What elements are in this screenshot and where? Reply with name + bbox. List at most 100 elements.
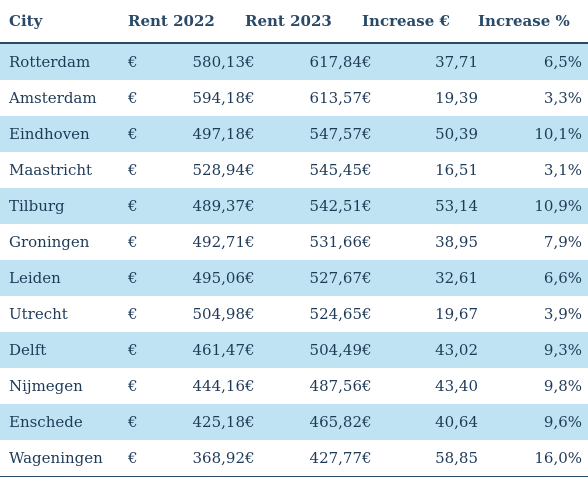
cell-rent-2023: 531,66 bbox=[309, 233, 363, 251]
cell-increase-pct: 3,1% bbox=[543, 161, 583, 179]
cell-rent-2023: 613,57 bbox=[309, 89, 363, 107]
cell-rent-2022: 444,16 bbox=[192, 377, 246, 395]
cell-city: Rotterdam bbox=[0, 43, 128, 80]
currency-symbol-2022: € bbox=[128, 377, 138, 395]
cell-increase-eur: 43,02 bbox=[376, 332, 479, 368]
currency-symbol-2022: € bbox=[128, 43, 142, 80]
cell-rent-2023: 617,84 bbox=[259, 43, 363, 80]
currency-symbol-2022: € bbox=[128, 260, 142, 296]
currency-symbol-2022: € bbox=[128, 233, 138, 251]
currency-symbol-increase: € bbox=[362, 188, 377, 224]
cell-rent-2023: 524,65 bbox=[309, 305, 363, 323]
currency-symbol-2022: € bbox=[128, 305, 138, 323]
currency-symbol-increase: € bbox=[362, 161, 372, 179]
currency-symbol-2023: € bbox=[245, 260, 260, 296]
currency-symbol-2023: € bbox=[245, 305, 255, 323]
cell-increase-eur: 58,85 bbox=[376, 440, 479, 477]
cell-rent-2022: 368,92 bbox=[142, 440, 246, 477]
currency-symbol-2022: € bbox=[128, 440, 142, 477]
currency-symbol-2023: € bbox=[245, 43, 260, 80]
cell-city: Tilburg bbox=[0, 188, 128, 224]
cell-rent-2023: 547,57 bbox=[259, 116, 363, 152]
cell-increase-eur: 53,14 bbox=[376, 188, 479, 224]
currency-symbol-2022: € bbox=[128, 404, 142, 440]
header-city: City bbox=[0, 0, 128, 44]
currency-symbol-2023: € bbox=[245, 116, 260, 152]
cell-increase-pct: 6,5% bbox=[478, 43, 588, 80]
cell-increase-pct: 9,3% bbox=[478, 332, 588, 368]
table-row: Utrecht €504,98 €524,65 €19,67 3,9% bbox=[0, 296, 588, 332]
table-row: Leiden €495,06 €527,67 €32,61 6,6% bbox=[0, 260, 588, 296]
header-rent-2022: Rent 2022 bbox=[128, 0, 246, 44]
cell-rent-2023: 465,82 bbox=[259, 404, 363, 440]
table-row: Delft €461,47 €504,49 €43,02 9,3% bbox=[0, 332, 588, 368]
cell-city: Leiden bbox=[0, 260, 128, 296]
currency-symbol-2022: € bbox=[128, 188, 142, 224]
currency-symbol-2023: € bbox=[245, 377, 255, 395]
cell-rent-2022: 492,71 bbox=[192, 233, 246, 251]
cell-increase-eur: 16,51 bbox=[435, 161, 479, 179]
currency-symbol-2022: € bbox=[128, 116, 142, 152]
table-row: Wageningen €368,92 €427,77 €58,85 16,0% bbox=[0, 440, 588, 477]
cell-rent-2022: 495,06 bbox=[142, 260, 246, 296]
cell-city: Delft bbox=[0, 332, 128, 368]
cell-city: Groningen bbox=[9, 233, 90, 251]
cell-rent-2022: 425,18 bbox=[142, 404, 246, 440]
cell-increase-pct: 3,9% bbox=[543, 305, 583, 323]
cell-increase-eur: 40,64 bbox=[376, 404, 479, 440]
cell-increase-eur: 19,39 bbox=[435, 89, 479, 107]
cell-increase-pct: 9,6% bbox=[478, 404, 588, 440]
currency-symbol-increase: € bbox=[362, 233, 372, 251]
currency-symbol-increase: € bbox=[362, 440, 377, 477]
cell-rent-2022: 528,94 bbox=[192, 161, 246, 179]
cell-rent-2023: 545,45 bbox=[309, 161, 363, 179]
table-body: Rotterdam €580,13 €617,84 €37,71 6,5% Amsterd… bbox=[0, 43, 588, 477]
table-row: Tilburg €489,37 €542,51 €53,14 10,9% bbox=[0, 188, 588, 224]
header-increase-eur: Increase € bbox=[362, 0, 479, 44]
cell-increase-eur: 50,39 bbox=[376, 116, 479, 152]
cell-increase-eur: 32,61 bbox=[376, 260, 479, 296]
currency-symbol-increase: € bbox=[362, 116, 377, 152]
cell-rent-2022: 497,18 bbox=[142, 116, 246, 152]
currency-symbol-2023: € bbox=[245, 332, 260, 368]
table-row: Enschede €425,18 €465,82 €40,64 9,6% bbox=[0, 404, 588, 440]
currency-symbol-2022: € bbox=[128, 89, 138, 107]
header-increase-pct: Increase % bbox=[478, 0, 588, 44]
currency-symbol-increase: € bbox=[362, 89, 372, 107]
cell-rent-2022: 461,47 bbox=[142, 332, 246, 368]
table-row: Groningen €492,71 €531,66 €38,95 7,9% bbox=[0, 224, 588, 260]
cell-rent-2023: 527,67 bbox=[259, 260, 363, 296]
table-header: City Rent 2022 Rent 2023 Increase € Incr… bbox=[0, 0, 588, 44]
currency-symbol-increase: € bbox=[362, 43, 377, 80]
header-row: City Rent 2022 Rent 2023 Increase € Incr… bbox=[0, 0, 588, 44]
table-row: Rotterdam €580,13 €617,84 €37,71 6,5% bbox=[0, 43, 588, 80]
cell-increase-pct: 3,3% bbox=[543, 89, 583, 107]
currency-symbol-increase: € bbox=[362, 404, 377, 440]
cell-city: Wageningen bbox=[0, 440, 128, 477]
currency-symbol-2023: € bbox=[245, 161, 255, 179]
currency-symbol-2023: € bbox=[245, 89, 255, 107]
cell-rent-2022: 580,13 bbox=[142, 43, 246, 80]
currency-symbol-2023: € bbox=[245, 440, 260, 477]
table-row: Eindhoven €497,18 €547,57 €50,39 10,1% bbox=[0, 116, 588, 152]
cell-city: Enschede bbox=[0, 404, 128, 440]
cell-city: Nijmegen bbox=[9, 377, 83, 395]
currency-symbol-2023: € bbox=[245, 233, 255, 251]
currency-symbol-increase: € bbox=[362, 377, 372, 395]
currency-symbol-2023: € bbox=[245, 404, 260, 440]
cell-increase-pct: 6,6% bbox=[478, 260, 588, 296]
table-row: Maastricht €528,94 €545,45 €16,51 3,1% bbox=[0, 152, 588, 188]
cell-increase-eur: 43,40 bbox=[435, 377, 479, 395]
cell-rent-2022: 489,37 bbox=[142, 188, 246, 224]
cell-rent-2022: 504,98 bbox=[192, 305, 246, 323]
cell-rent-2023: 427,77 bbox=[259, 440, 363, 477]
cell-increase-eur: 37,71 bbox=[376, 43, 479, 80]
currency-symbol-2023: € bbox=[245, 188, 260, 224]
cell-rent-2023: 504,49 bbox=[259, 332, 363, 368]
currency-symbol-increase: € bbox=[362, 305, 372, 323]
cell-rent-2022: 594,18 bbox=[192, 89, 246, 107]
cell-rent-2023: 542,51 bbox=[259, 188, 363, 224]
header-rent-2023: Rent 2023 bbox=[245, 0, 363, 44]
